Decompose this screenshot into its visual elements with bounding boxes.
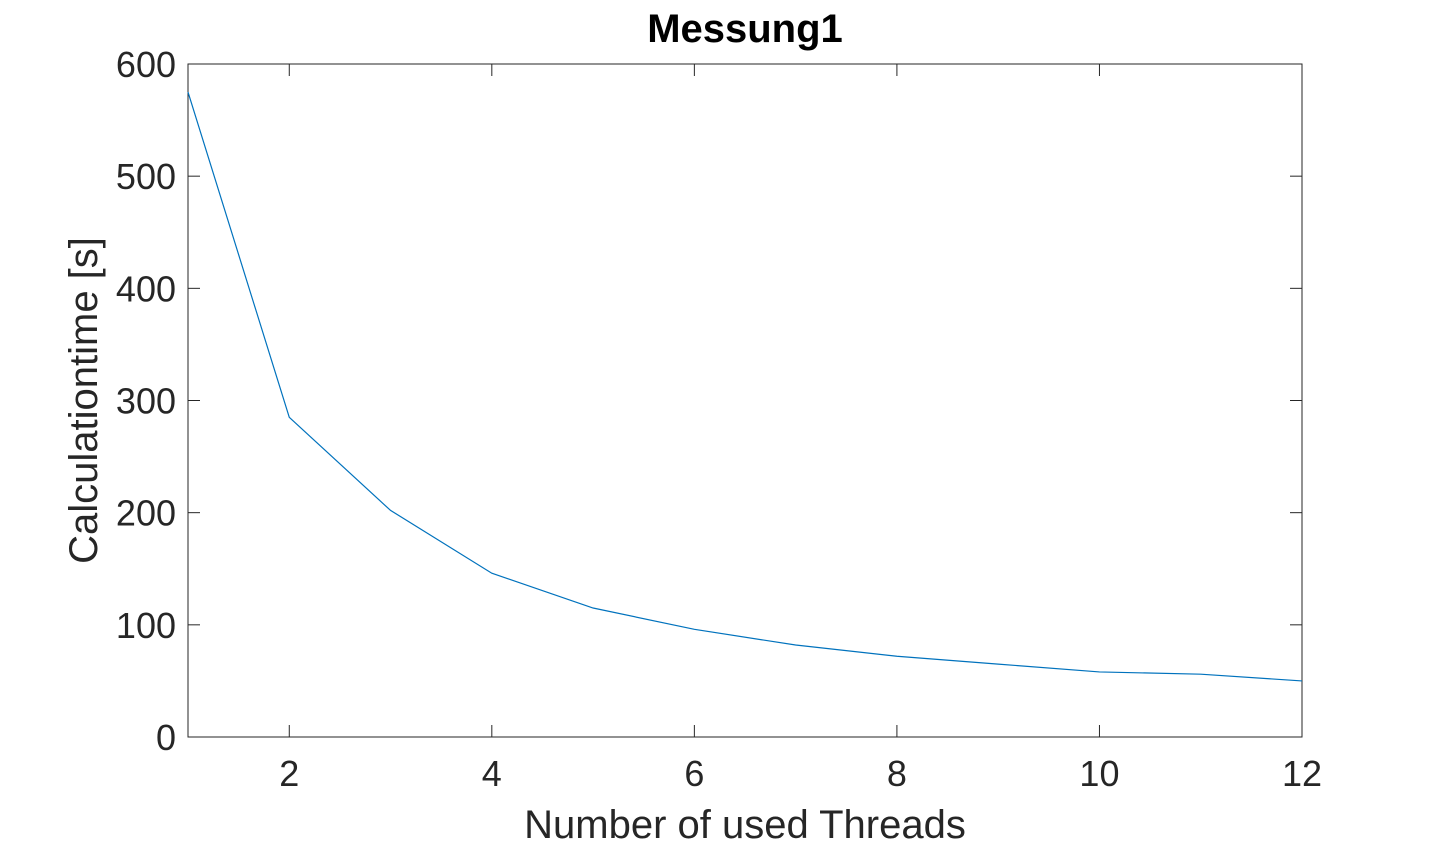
axes-box <box>187 63 1303 738</box>
x-tick-label: 12 <box>1282 753 1322 794</box>
y-axis-label: Calculationtime [s] <box>62 237 106 564</box>
chart-title: Messung1 <box>647 7 843 51</box>
y-tick-label: 500 <box>116 156 176 197</box>
y-tick-label: 600 <box>116 44 176 85</box>
y-tick-label: 0 <box>156 717 176 758</box>
y-tick-label: 300 <box>116 381 176 422</box>
x-tick-label: 6 <box>684 753 704 794</box>
plot-area: 0 100 200 300 400 500 600 2 4 6 8 10 12 <box>116 44 1322 794</box>
y-tick-label: 100 <box>116 605 176 646</box>
series-line <box>187 91 1303 682</box>
y-tick-label: 400 <box>116 268 176 309</box>
x-tick-label: 4 <box>482 753 502 794</box>
y-tick-label: 200 <box>116 493 176 534</box>
x-tick-label: 10 <box>1079 753 1119 794</box>
x-axis-label: Number of used Threads <box>524 803 966 847</box>
x-tick-label: 8 <box>887 753 907 794</box>
x-tick-label: 2 <box>279 753 299 794</box>
